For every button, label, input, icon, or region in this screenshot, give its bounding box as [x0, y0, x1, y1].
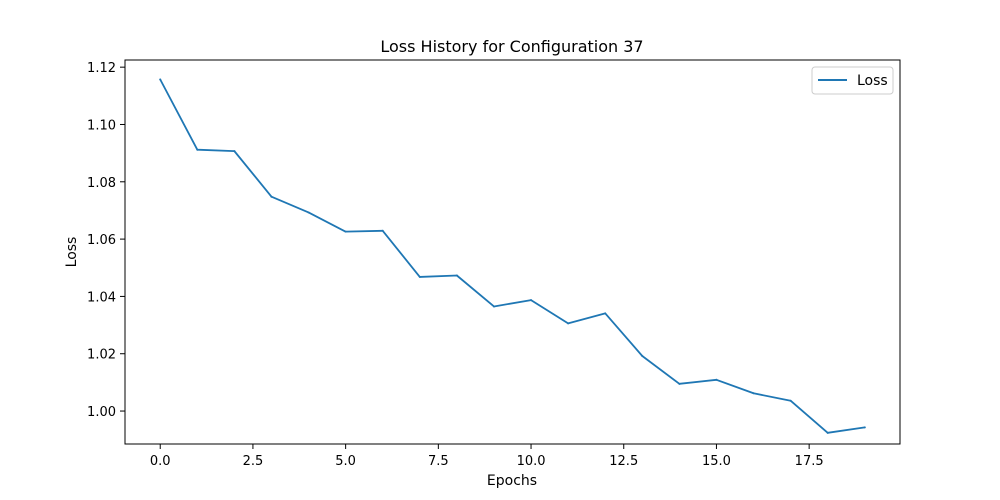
- plot-area: [124, 59, 901, 445]
- data-point: [344, 230, 347, 233]
- chart-title: Loss History for Configuration 37: [380, 37, 643, 56]
- data-point: [418, 275, 421, 278]
- x-tick-label: 10.0: [517, 454, 546, 469]
- x-tick-label: 17.5: [795, 454, 824, 469]
- data-point: [678, 382, 681, 385]
- data-point: [641, 355, 644, 358]
- data-point: [159, 78, 162, 81]
- x-tick-label: 5.0: [335, 454, 356, 469]
- x-tick-label: 0.0: [150, 454, 171, 469]
- y-tick-label: 1.00: [87, 405, 116, 420]
- series-layer: [159, 78, 866, 434]
- x-tick-label: 15.0: [702, 454, 731, 469]
- data-point: [567, 322, 570, 325]
- data-point: [455, 274, 458, 277]
- x-tick-label: 7.5: [428, 454, 449, 469]
- y-tick-label: 1.04: [87, 290, 116, 305]
- data-point: [752, 392, 755, 395]
- x-tick-label: 12.5: [609, 454, 638, 469]
- y-tick-label: 1.12: [87, 61, 116, 76]
- data-point: [196, 148, 199, 151]
- data-point: [863, 426, 866, 429]
- data-point: [715, 378, 718, 381]
- y-tick-label: 1.02: [87, 348, 116, 363]
- x-axis: 0.0 2.5 5.0 7.5 10.0 12.5 15.0 17.5: [150, 444, 824, 469]
- data-point: [826, 431, 829, 434]
- x-axis-title: Epochs: [487, 473, 537, 489]
- data-point: [530, 299, 533, 302]
- legend-label-loss: Loss: [857, 73, 888, 89]
- legend: Loss: [811, 66, 894, 95]
- data-point: [381, 229, 384, 232]
- y-tick-label: 1.06: [87, 233, 116, 248]
- series-line-loss: [159, 78, 866, 434]
- y-tick-label: 1.10: [87, 118, 116, 133]
- y-axis: 1.00 1.02 1.04 1.06 1.08 1.10 1.12: [87, 61, 125, 420]
- data-point: [492, 305, 495, 308]
- plot-frame: [124, 59, 901, 445]
- data-point: [789, 399, 792, 402]
- data-point: [270, 195, 273, 198]
- plot-background: [125, 60, 900, 444]
- data-point: [307, 211, 310, 214]
- data-point: [233, 150, 236, 153]
- legend-box: [811, 66, 894, 95]
- y-axis-title: Loss: [64, 237, 80, 268]
- data-point: [604, 312, 607, 315]
- x-tick-label: 2.5: [243, 454, 264, 469]
- y-tick-label: 1.08: [87, 176, 116, 191]
